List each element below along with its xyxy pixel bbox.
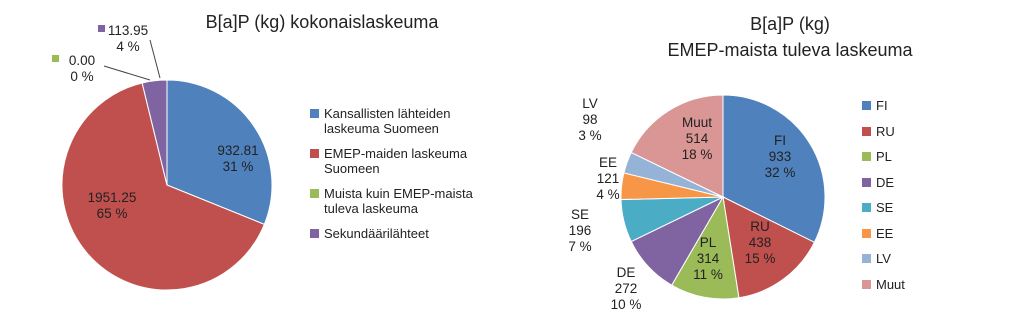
leader-line	[103, 65, 151, 81]
data-label: PL	[700, 235, 717, 250]
data-label: 4 %	[596, 187, 619, 202]
data-label: 7 %	[568, 239, 591, 254]
legend-label: Muut	[876, 276, 905, 292]
data-label: 121	[597, 171, 620, 186]
data-label: FI	[774, 133, 786, 148]
data-label: RU	[750, 219, 770, 234]
legend-swatch	[862, 279, 871, 289]
data-label: Muut	[682, 115, 712, 130]
chart-title: B[a]P (kg)	[750, 14, 830, 34]
legend-swatch	[310, 109, 319, 118]
pie-slice	[722, 196, 816, 299]
data-label: 196	[569, 223, 592, 238]
pie-slice	[671, 195, 740, 300]
data-label: 1951.25	[88, 190, 137, 205]
chart-subtitle: EMEP-maista tuleva laskeuma	[667, 40, 913, 60]
legend-label: PL	[876, 149, 892, 164]
data-label: 18 %	[682, 147, 713, 162]
data-label: 933	[769, 149, 792, 164]
legend-swatch	[862, 177, 871, 187]
data-label: 11 %	[693, 267, 723, 282]
legend-label: SE	[876, 200, 894, 215]
data-label: EE	[599, 155, 617, 170]
label-swatch	[98, 25, 105, 32]
data-label: SE	[571, 207, 589, 222]
legend-swatch	[310, 229, 319, 238]
data-label: 272	[615, 281, 638, 296]
legend-label: DE	[876, 174, 895, 190]
legend-label: Muista kuin EMEP-maista tuleva laskeuma	[324, 186, 473, 216]
data-label: 3 %	[578, 128, 601, 143]
label-swatch	[52, 55, 59, 62]
data-label: 4 %	[116, 39, 139, 54]
chart-title: B[a]P (kg) kokonaislaskeuma	[206, 12, 440, 32]
pie-slice	[630, 94, 724, 198]
data-label: 514	[686, 131, 709, 146]
data-label: DE	[617, 265, 636, 280]
leader-line	[149, 39, 161, 79]
legend-swatch	[862, 101, 871, 110]
data-label: 31 %	[223, 159, 254, 174]
legend-swatch	[862, 254, 871, 263]
legend-swatch	[862, 228, 871, 238]
legend-swatch	[310, 149, 319, 158]
data-label: 98	[582, 112, 597, 127]
data-label: 32 %	[765, 165, 796, 180]
legend-label: RU	[876, 123, 895, 139]
legend-swatch	[862, 203, 871, 212]
data-label: 65 %	[97, 206, 128, 221]
legend-swatch	[310, 189, 319, 198]
pie-slice	[722, 94, 826, 243]
legend-label: Kansallisten lähteiden laskeuma Suomeen	[324, 106, 451, 136]
data-label: 15 %	[745, 251, 776, 266]
pie-slice	[61, 82, 265, 291]
data-label: LV	[582, 96, 598, 111]
legend-label: EE	[876, 225, 894, 241]
legend-label: FI	[876, 98, 888, 113]
data-label: 113.95	[108, 23, 148, 38]
data-label: 932.81	[217, 143, 258, 158]
pie-slice	[141, 79, 168, 186]
data-label: 314	[697, 251, 720, 266]
data-label: 438	[749, 235, 772, 250]
legend-label: EMEP-maiden laskeuma Suomeen	[324, 146, 468, 176]
legend-swatch	[862, 126, 871, 136]
legend-label: LV	[876, 251, 891, 266]
legend-swatch	[862, 152, 871, 161]
legend-label: Sekundäärilähteet	[324, 226, 429, 241]
data-label: 0 %	[70, 69, 93, 84]
data-label: 0.00	[69, 53, 95, 68]
data-label: 10 %	[611, 297, 642, 312]
pie-slice	[166, 79, 273, 226]
